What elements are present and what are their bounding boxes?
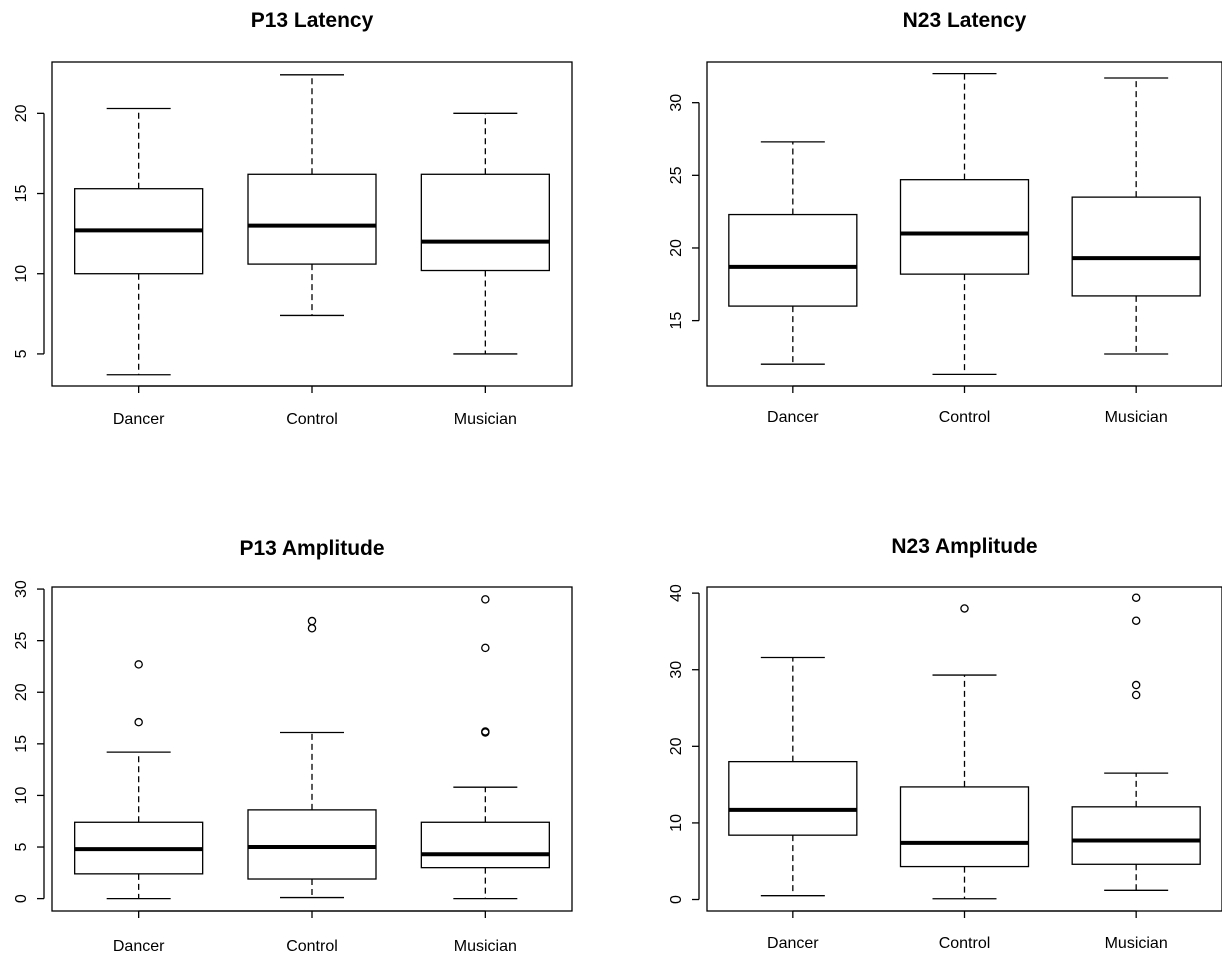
panel-n23-latency: N23 Latency 15 20 25 30 Dancer Control Musician <box>668 9 1222 426</box>
y-tick-label: 10 <box>13 265 30 283</box>
category-label: Control <box>286 411 338 428</box>
category-label: Musician <box>1105 409 1168 426</box>
y-tick-label: 0 <box>668 895 685 904</box>
outlier-point <box>481 643 490 653</box>
y-tick-label: 15 <box>13 185 30 203</box>
y-tick-label: 30 <box>668 94 685 112</box>
box-dancer <box>74 107 204 376</box>
y-tick-label: 15 <box>13 735 30 753</box>
category-label: Musician <box>454 411 517 428</box>
chart-title: N23 Amplitude <box>891 535 1037 558</box>
box-iqr <box>1071 806 1201 865</box>
outlier-point <box>481 595 490 604</box>
category-label: Musician <box>1105 935 1168 952</box>
box-iqr <box>420 821 550 869</box>
category-label: Dancer <box>767 935 819 952</box>
y-tick-label: 5 <box>13 842 30 851</box>
outlier-point <box>481 727 490 736</box>
box-iqr <box>1071 196 1201 297</box>
box-musician <box>420 595 550 900</box>
y-axis: 0 5 10 15 20 25 30 <box>13 580 45 903</box>
y-tick-label: 25 <box>13 632 30 650</box>
category-label: Dancer <box>767 409 819 426</box>
outlier-point <box>134 717 143 727</box>
x-axis: Dancer Control Musician <box>767 385 1168 426</box>
category-label: Control <box>286 938 338 953</box>
panel-n23-amplitude: N23 Amplitude 0 10 20 30 40 Dancer Control Music… <box>668 535 1222 952</box>
y-tick-label: 0 <box>13 894 30 903</box>
y-tick-label: 20 <box>13 683 30 701</box>
box-iqr <box>247 173 377 265</box>
y-tick-label: 30 <box>13 580 30 598</box>
y-tick-label: 20 <box>668 737 685 755</box>
chart-title: P13 Amplitude <box>239 537 384 560</box>
outlier-point <box>960 604 969 613</box>
box-iqr <box>247 809 377 880</box>
outlier-point <box>1131 690 1141 700</box>
y-tick-label: 25 <box>668 166 685 184</box>
box-iqr <box>899 179 1030 275</box>
box-musician <box>420 112 550 355</box>
x-axis: Dancer Control Musician <box>767 910 1168 952</box>
box-control <box>247 616 377 899</box>
box-musician <box>1071 593 1201 891</box>
outlier-point <box>1131 680 1141 690</box>
category-label: Musician <box>454 938 517 953</box>
outlier-point <box>1131 593 1141 602</box>
y-tick-label: 20 <box>668 239 685 257</box>
category-label: Dancer <box>113 411 165 428</box>
y-tick-label: 10 <box>668 814 685 832</box>
box-iqr <box>420 173 550 272</box>
chart-title: N23 Latency <box>903 9 1027 32</box>
y-axis: 5 10 15 20 <box>13 104 45 358</box>
box-control <box>899 604 1030 900</box>
y-tick-label: 30 <box>668 661 685 679</box>
y-tick-label: 10 <box>13 786 30 804</box>
box-iqr <box>899 786 1030 868</box>
panel-p13-amplitude: P13 Amplitude 0 5 10 15 20 25 30 Dancer Control Mu… <box>13 537 573 953</box>
y-tick-label: 20 <box>13 104 30 122</box>
outlier-point <box>134 660 143 669</box>
outlier-point <box>1131 616 1141 625</box>
y-axis: 0 10 20 30 40 <box>668 584 700 904</box>
panel-p13-latency: P13 Latency 5 10 15 20 Dancer Control Musician <box>13 9 573 428</box>
box-control <box>247 74 377 317</box>
x-axis: Dancer Control Musician <box>113 385 517 428</box>
box-iqr <box>728 213 858 307</box>
box-dancer <box>728 656 858 897</box>
box-dancer <box>728 141 858 365</box>
y-axis: 15 20 25 30 <box>668 94 700 330</box>
x-axis: Dancer Control Musician <box>113 910 517 953</box>
box-musician <box>1071 77 1201 355</box>
outlier-point <box>307 616 317 626</box>
category-label: Control <box>939 935 991 952</box>
category-label: Control <box>939 409 991 426</box>
chart-title: P13 Latency <box>251 9 374 32</box>
y-tick-label: 5 <box>13 349 30 358</box>
outlier-point <box>307 624 317 633</box>
category-label: Dancer <box>113 938 165 953</box>
box-iqr <box>728 760 858 836</box>
box-dancer <box>74 660 204 900</box>
y-tick-label: 40 <box>668 584 685 602</box>
box-control <box>899 72 1030 376</box>
y-tick-label: 15 <box>668 312 685 330</box>
